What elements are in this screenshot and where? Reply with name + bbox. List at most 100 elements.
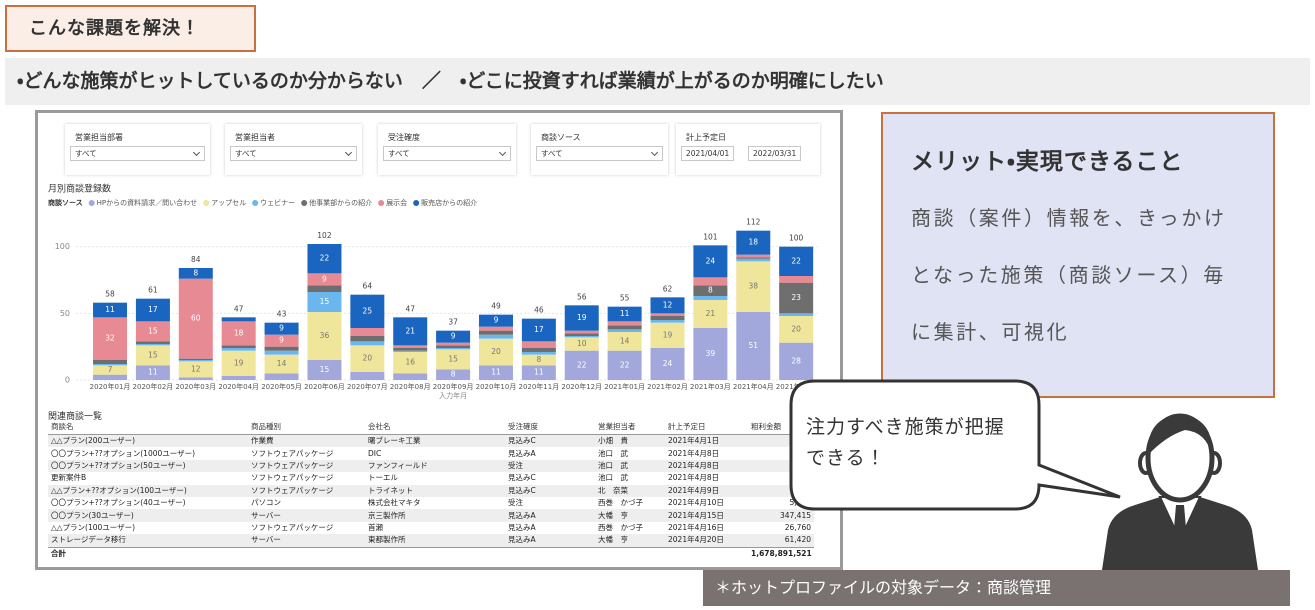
- segment-label: 20: [791, 324, 801, 333]
- y-tick-label: 0: [65, 376, 70, 385]
- dropdown[interactable]: すべて: [383, 146, 511, 161]
- bar-segment: [436, 348, 471, 350]
- table-cell: 2021年4月8日: [668, 448, 720, 458]
- table-cell: 見込みA: [505, 509, 595, 522]
- x-tick-label: 2020年08月: [390, 382, 431, 391]
- bar-segment: [264, 373, 299, 380]
- legend-label: 販売店からの紹介: [421, 198, 477, 207]
- dropdown[interactable]: すべて: [230, 146, 357, 161]
- bar-segment: [564, 305, 599, 331]
- x-tick-label: 2020年11月: [518, 382, 559, 391]
- table-cell: ファンフィールド: [365, 459, 505, 473]
- bar-segment: [178, 361, 213, 378]
- x-tick-label: 2020年03月: [175, 382, 216, 391]
- table-cell: 作業費: [248, 434, 365, 448]
- dropdown[interactable]: すべて: [536, 146, 663, 161]
- date-to[interactable]: 2022/03/31: [748, 146, 802, 161]
- bar-segment: [350, 345, 385, 372]
- bar-segment: [607, 329, 642, 332]
- bar-segment: [393, 350, 428, 352]
- table-cell: ストレージデータ移行: [48, 534, 248, 548]
- total-label: 102: [317, 231, 332, 240]
- bar-segment: [264, 354, 299, 374]
- bar-segment: [693, 277, 728, 286]
- bar-segment: [650, 320, 685, 323]
- segment-label: 16: [405, 358, 415, 367]
- bar-segment: [478, 365, 513, 380]
- table-cell: [248, 546, 365, 560]
- table-cell: 〇〇プラン+??オプション(40ユーザー): [51, 498, 186, 508]
- table-cell: 首瀬: [368, 522, 383, 532]
- bar-segment: [436, 330, 471, 343]
- total-label: 62: [663, 284, 673, 293]
- table-cell: 2021年4月10日: [668, 498, 724, 508]
- chart-title: 月別商談登録数: [48, 183, 111, 195]
- legend-swatch: [378, 200, 385, 206]
- table-cell: サーバー: [248, 534, 365, 548]
- bar-segment: [478, 314, 513, 327]
- segment-label: 20: [363, 354, 373, 363]
- bar-segment: [350, 341, 385, 346]
- table-row: 〇〇プラン(30ユーザー) サーバー 京三製作所 見込みA 大幡 亨 2021年4月15日…: [48, 509, 814, 522]
- x-tick-label: 2020年12月: [561, 382, 602, 391]
- segment-label: 12: [191, 364, 201, 373]
- table-cell: 2021年4月15日: [665, 509, 748, 522]
- table-cell: 見込みC: [505, 434, 595, 448]
- segment-label: 21: [405, 326, 415, 335]
- dropdown[interactable]: すべて: [70, 146, 205, 161]
- segment-label: 8: [708, 286, 713, 295]
- bar-segment: [693, 245, 728, 278]
- bar-segment: [264, 334, 299, 347]
- total-label: 46: [534, 306, 544, 315]
- bar-segment: [135, 344, 170, 346]
- bar-segment: [779, 316, 814, 343]
- date-from[interactable]: 2021/04/01: [681, 146, 735, 161]
- table-cell: サーバー: [248, 509, 365, 522]
- bar-segment: [521, 365, 556, 380]
- table-cell: 2021年4月8日: [668, 473, 720, 483]
- merit-panel: メリット・実現できること 商談（案件）情報を、きっかけとなった施策（商談ソース）…: [881, 112, 1275, 398]
- segment-label: 15: [448, 354, 458, 363]
- table-cell: 見込みA: [508, 448, 536, 458]
- table-cell: ソフトウェアパッケージ: [251, 522, 334, 532]
- filter-label: 営業担当部署: [75, 133, 123, 142]
- total-label: 100: [789, 234, 804, 243]
- x-tick-label: 2020年01月: [90, 382, 131, 391]
- total-label: 37: [448, 318, 458, 327]
- table-cell: 池口 武: [598, 473, 628, 483]
- table-cell: 池口 武: [598, 448, 628, 458]
- bar-segment: [650, 322, 685, 348]
- bar-segment: [607, 321, 642, 326]
- table-cell: 2021年4月9日: [665, 484, 748, 497]
- table-cell: 61,420: [748, 534, 814, 548]
- x-tick-label: 2020年10月: [476, 382, 517, 391]
- table-cell: 東都製作所: [365, 534, 505, 548]
- bar-segment: [736, 257, 771, 259]
- x-tick-label: 2020年04月: [218, 382, 259, 391]
- deal-table: 商談名 商品種別 会社名 受注確度 営業担当者 計上予定日 粗利金額 △△プラン(200ユー…: [48, 420, 814, 560]
- bar-segment: [93, 302, 128, 318]
- segment-label: 22: [620, 360, 630, 369]
- x-tick-label: 2021年01月: [604, 382, 645, 391]
- bar-segment: [178, 360, 213, 362]
- segment-label: 8: [451, 370, 456, 379]
- segment-label: 19: [577, 313, 587, 322]
- column-header: 会社名: [365, 420, 505, 435]
- total-label: 101: [703, 232, 718, 241]
- table-title: 関連商談一覧: [48, 412, 103, 422]
- bar-segment: [607, 332, 642, 351]
- bar-segment: [264, 322, 299, 335]
- bar-segment: [178, 377, 213, 380]
- x-tick-label: 2021年02月: [647, 382, 688, 391]
- segment-label: 11: [491, 368, 501, 377]
- segment-label: 32: [105, 334, 115, 343]
- legend-label: HPからの資料請求／問い合わせ: [97, 198, 198, 207]
- tag: こんな課題を解決！: [5, 5, 256, 52]
- table-cell: 池口 武: [595, 459, 665, 473]
- bar-segment: [135, 298, 170, 322]
- total-label: 56: [577, 292, 587, 301]
- table-cell: △△プラン+??オプション(100ユーザー): [48, 484, 248, 497]
- table-cell: トーエル: [368, 473, 398, 483]
